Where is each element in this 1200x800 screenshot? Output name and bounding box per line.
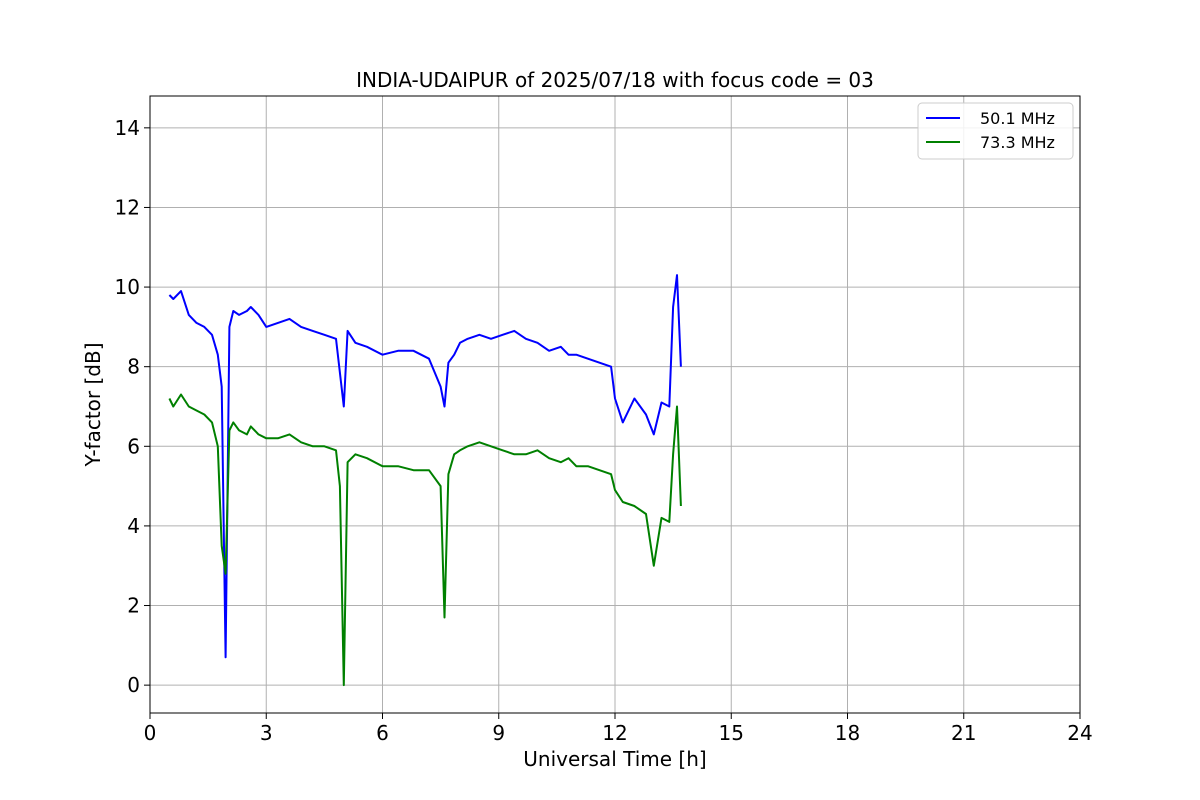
x-tick-label: 9 xyxy=(492,721,505,745)
x-tick-label: 3 xyxy=(260,721,273,745)
y-tick-label: 12 xyxy=(115,195,140,219)
x-axis-title: Universal Time [h] xyxy=(523,747,706,771)
y-tick-label: 10 xyxy=(115,275,140,299)
y-axis-title: Y-factor [dB] xyxy=(81,342,105,467)
series-line-73-3-mhz xyxy=(168,393,682,687)
y-tick-label: 2 xyxy=(127,594,140,618)
y-tick-label: 8 xyxy=(127,355,140,379)
legend: 50.1 MHz 73.3 MHz xyxy=(917,102,1074,160)
series-line-50-1-mhz xyxy=(168,274,682,659)
legend-label: 50.1 MHz xyxy=(980,109,1055,128)
chart-title: INDIA-UDAIPUR of 2025/07/18 with focus c… xyxy=(356,68,874,92)
y-tick-label: 0 xyxy=(127,673,140,697)
x-tick-label: 21 xyxy=(951,721,976,745)
series-layer xyxy=(168,274,682,687)
x-tick-label: 0 xyxy=(144,721,157,745)
y-tick-label: 4 xyxy=(127,514,140,538)
x-tick-label: 18 xyxy=(835,721,860,745)
x-tick-label: 12 xyxy=(602,721,627,745)
y-tick-label: 6 xyxy=(127,434,140,458)
y-tick-label: 14 xyxy=(115,116,140,140)
x-tick-label: 24 xyxy=(1067,721,1092,745)
x-tick-label: 6 xyxy=(376,721,389,745)
legend-label: 73.3 MHz xyxy=(980,133,1055,152)
x-tick-label: 15 xyxy=(719,721,744,745)
